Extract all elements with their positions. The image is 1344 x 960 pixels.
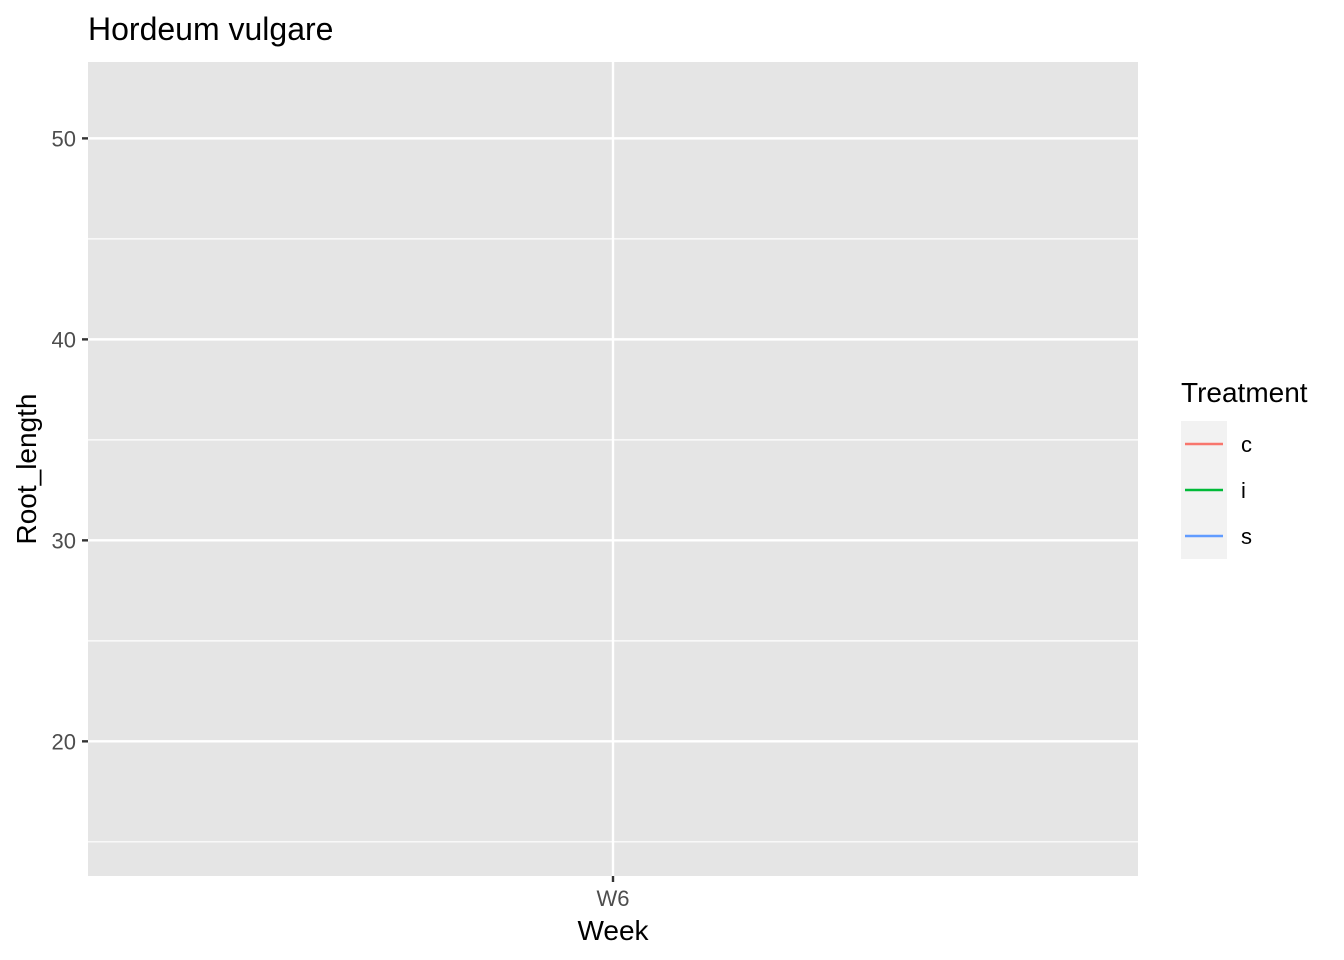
y-tick-label: 20 xyxy=(52,729,76,754)
major-gridlines xyxy=(88,62,1138,876)
legend-label-c: c xyxy=(1241,432,1252,457)
legend: Treatment cis xyxy=(1181,377,1308,559)
x-axis: W6 xyxy=(597,876,630,911)
y-axis: 20 30 40 50 xyxy=(52,126,88,754)
y-tick-label: 30 xyxy=(52,528,76,553)
y-tick-label: 50 xyxy=(52,126,76,151)
chart-title: Hordeum vulgare xyxy=(88,11,333,47)
x-axis-title: Week xyxy=(577,915,649,946)
y-axis-title: Root_length xyxy=(11,393,42,544)
legend-title: Treatment xyxy=(1181,377,1308,408)
legend-label-s: s xyxy=(1241,524,1252,549)
x-tick-label: W6 xyxy=(597,886,630,911)
y-tick-label: 40 xyxy=(52,327,76,352)
legend-label-i: i xyxy=(1241,478,1246,503)
